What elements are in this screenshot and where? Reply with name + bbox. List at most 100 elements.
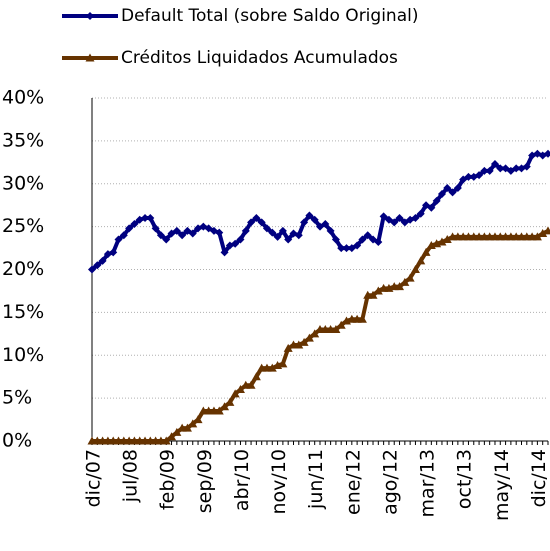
point — [395, 214, 404, 223]
point — [353, 241, 362, 250]
point — [262, 224, 271, 233]
point — [326, 226, 335, 235]
legend-marker — [86, 12, 94, 20]
point — [299, 337, 309, 346]
point — [235, 385, 245, 394]
point — [146, 214, 155, 223]
point — [331, 325, 341, 334]
point — [172, 427, 182, 436]
point — [161, 436, 171, 445]
point — [390, 218, 399, 227]
y-tick-label: 5% — [2, 387, 32, 409]
x-tick-label: nov/10 — [268, 449, 290, 515]
point — [363, 231, 372, 240]
point — [119, 231, 128, 240]
y-tick-label: 0% — [2, 430, 32, 452]
point — [247, 218, 256, 227]
point — [225, 397, 235, 406]
point — [475, 171, 484, 180]
point — [374, 238, 383, 247]
point — [512, 164, 521, 173]
point — [88, 265, 96, 274]
point — [427, 203, 436, 212]
x-tick-label: oct/13 — [454, 449, 476, 509]
point — [337, 244, 346, 253]
point — [442, 234, 452, 243]
point — [98, 256, 107, 265]
point — [490, 160, 499, 169]
x-tick-label: sep/09 — [194, 449, 216, 513]
point — [167, 432, 177, 441]
point — [251, 372, 261, 381]
point — [543, 226, 550, 235]
x-tick-label: dic/14 — [528, 449, 550, 507]
point — [432, 196, 441, 205]
y-tick-label: 35% — [2, 129, 44, 151]
point — [321, 220, 330, 229]
point — [214, 406, 224, 415]
point — [400, 277, 410, 286]
point — [241, 226, 250, 235]
point — [448, 188, 457, 197]
point — [437, 237, 447, 246]
point — [373, 286, 383, 295]
x-tick-label: may/14 — [491, 449, 513, 521]
y-tick-label: 10% — [2, 344, 44, 366]
point — [93, 261, 102, 270]
point — [257, 218, 266, 227]
x-tick-label: jun/11 — [305, 449, 327, 510]
point — [188, 419, 198, 428]
point — [480, 166, 489, 175]
x-tick-label: dic/07 — [83, 449, 105, 507]
point — [283, 343, 293, 352]
x-tick-label: feb/09 — [157, 449, 179, 510]
point — [532, 232, 542, 241]
point — [368, 290, 378, 299]
point — [231, 239, 240, 248]
point — [310, 329, 320, 338]
y-tick-label: 20% — [2, 258, 44, 280]
point — [246, 380, 256, 389]
point — [336, 320, 346, 329]
x-tick-label: mar/13 — [417, 449, 439, 518]
point — [162, 235, 171, 244]
point — [125, 224, 134, 233]
legend-label: Default Total (sobre Saldo Original) — [121, 6, 418, 26]
point — [416, 209, 425, 218]
point — [485, 166, 494, 175]
point — [358, 235, 367, 244]
point — [331, 235, 340, 244]
point — [156, 231, 165, 240]
x-tick-label: abr/10 — [231, 449, 253, 511]
point — [416, 256, 426, 265]
point — [220, 402, 230, 411]
point — [544, 149, 550, 158]
point — [220, 248, 229, 257]
point — [188, 229, 197, 238]
point — [268, 228, 277, 237]
point — [395, 282, 405, 291]
point — [273, 232, 282, 241]
point — [522, 162, 531, 171]
point — [130, 220, 139, 229]
y-tick-label: 40% — [2, 87, 44, 109]
point — [443, 184, 452, 193]
x-tick-label: ene/12 — [342, 449, 364, 515]
point — [437, 190, 446, 199]
point — [464, 172, 473, 181]
y-tick-label: 30% — [2, 172, 44, 194]
point — [193, 415, 203, 424]
point — [172, 226, 181, 235]
point — [357, 314, 367, 323]
y-tick-label: 15% — [2, 301, 44, 323]
point — [215, 228, 224, 237]
point — [284, 235, 293, 244]
series-line — [92, 229, 549, 443]
point — [300, 218, 309, 227]
point — [151, 224, 160, 233]
series-line — [90, 151, 549, 272]
point — [267, 363, 277, 372]
legend-marker — [85, 53, 95, 62]
point — [109, 248, 118, 257]
